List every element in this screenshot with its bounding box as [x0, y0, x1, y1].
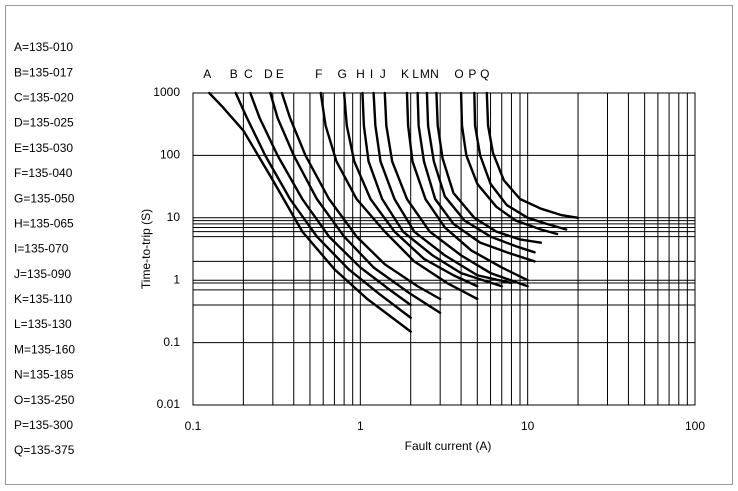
curve-label: D [264, 67, 273, 81]
y-tick-label: 1000 [153, 85, 180, 99]
curve [485, 91, 580, 220]
curve [361, 91, 503, 288]
curve-label: L [412, 67, 419, 81]
curve [280, 91, 442, 301]
curve [416, 91, 536, 263]
legend-label: J=135-090 [14, 267, 71, 281]
curve [372, 91, 513, 285]
curve-label: K [401, 67, 409, 81]
legend-label: L=135-130 [14, 317, 72, 331]
y-tick-label: 0.1 [163, 335, 180, 349]
legend-label: Q=135-375 [14, 443, 75, 457]
legend-label: A=135-010 [14, 40, 73, 54]
curve [425, 91, 536, 254]
legend-label: B=135-017 [14, 65, 73, 79]
legend-label: P=135-300 [14, 418, 73, 432]
curve [405, 91, 529, 282]
curve-label: F [315, 67, 322, 81]
legend-label: K=135-110 [14, 292, 72, 306]
legend-label: I=135-070 [14, 242, 69, 256]
legend-label: D=135-025 [14, 116, 74, 130]
legend-label: F=135-040 [14, 166, 73, 180]
legend-label: G=135-050 [14, 191, 75, 205]
curve-label: P [468, 67, 476, 81]
curve [208, 91, 412, 333]
curve [435, 91, 543, 244]
y-tick-label: 100 [160, 148, 180, 162]
curve [269, 91, 442, 315]
curve-label: O [454, 67, 463, 81]
legend-label: C=135-020 [14, 91, 74, 105]
y-tick-label: 1 [173, 272, 180, 286]
y-axis-label: Time-to-trip (S) [139, 209, 153, 289]
curve [319, 91, 479, 301]
curve [383, 91, 529, 288]
x-tick-label: 10 [521, 419, 535, 433]
legend-label: M=135-160 [14, 342, 75, 356]
x-tick-label: 0.1 [185, 419, 202, 433]
curve-label: N [430, 67, 439, 81]
legend-label: O=135-250 [14, 393, 75, 407]
curve-label: Q [480, 67, 489, 81]
curve [459, 91, 559, 236]
y-tick-label: 0.01 [157, 397, 181, 411]
curve-label: H [356, 67, 365, 81]
legend-label: N=135-185 [14, 368, 74, 382]
curve [234, 91, 412, 319]
curve-label: B [230, 67, 238, 81]
plot-border [192, 92, 696, 406]
y-tick-label: 10 [167, 210, 181, 224]
curve [342, 91, 479, 288]
curve [473, 91, 568, 231]
legend-label: H=135-065 [14, 216, 74, 230]
curve-label: E [276, 67, 284, 81]
x-axis-label: Fault current (A) [405, 439, 492, 453]
legend-label: E=135-030 [14, 141, 73, 155]
curve-label: I [370, 67, 373, 81]
x-tick-label: 100 [685, 419, 705, 433]
curve-label: M [420, 67, 430, 81]
x-tick-label: 1 [357, 419, 364, 433]
curve-label: A [203, 67, 211, 81]
curve-label: J [380, 67, 386, 81]
curve-label: G [337, 67, 346, 81]
curve-label: C [244, 67, 253, 81]
curve [249, 91, 412, 307]
